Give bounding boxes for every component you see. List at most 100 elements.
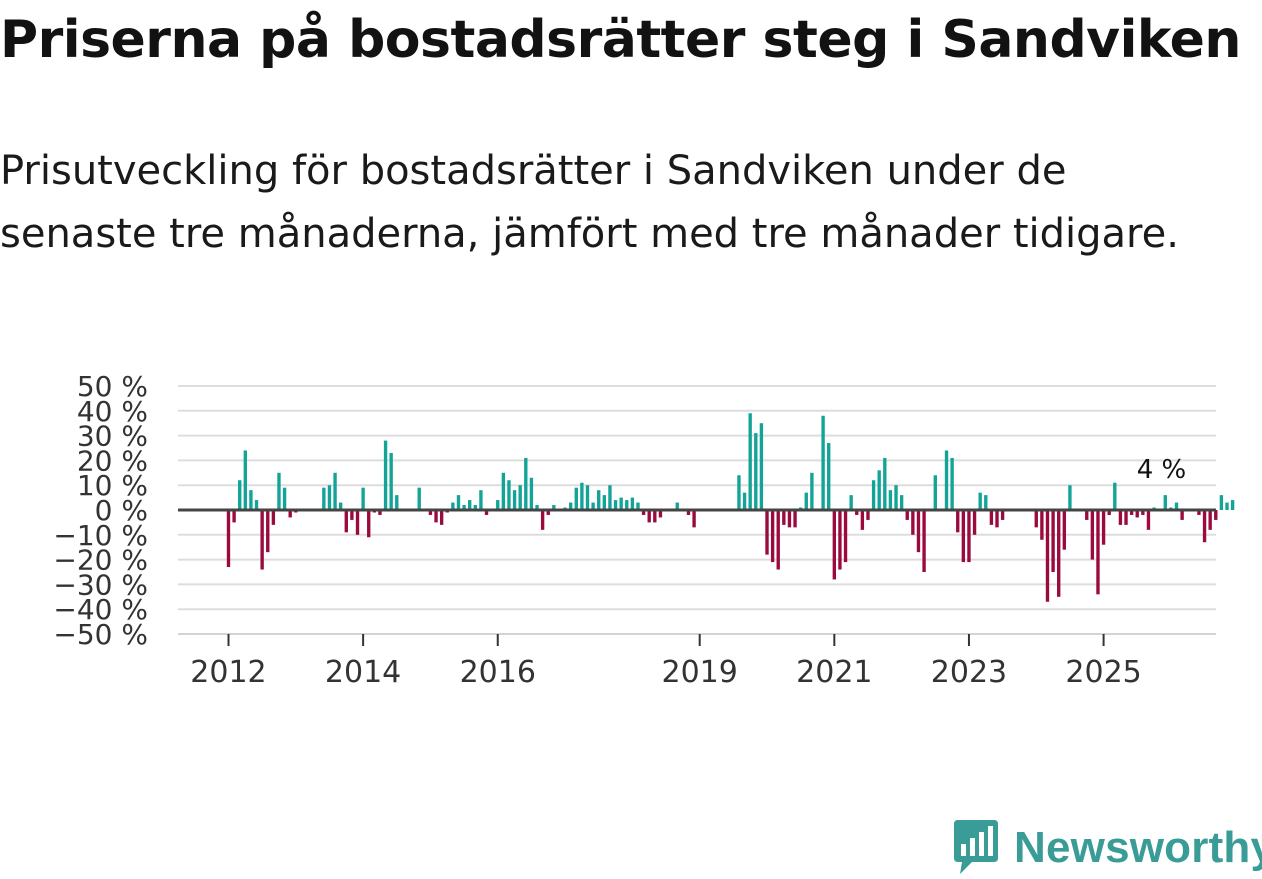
x-tick-label: 2016 <box>460 655 536 690</box>
bar <box>344 510 348 533</box>
bar <box>512 490 517 510</box>
bar <box>333 472 337 510</box>
bar <box>355 510 360 535</box>
bar <box>978 492 982 510</box>
x-tick-label: 2021 <box>796 655 872 690</box>
bar <box>653 510 657 523</box>
y-tick-label: 20 % <box>77 444 148 477</box>
x-tick-label: 2014 <box>325 655 401 690</box>
bar <box>1197 510 1201 515</box>
bar <box>249 490 253 510</box>
bar <box>630 497 635 510</box>
bar <box>574 487 578 510</box>
bar <box>243 450 247 510</box>
bar <box>417 487 421 510</box>
bar-chart: 50 %40 %30 %20 %10 %0 %−10 %−20 %−30 %−4… <box>53 370 1235 690</box>
bar <box>1180 510 1184 520</box>
bar <box>658 510 663 518</box>
bar <box>395 495 399 510</box>
bar <box>254 500 259 510</box>
bar <box>484 510 489 515</box>
bar <box>737 475 741 510</box>
bar <box>810 472 814 510</box>
bar <box>619 497 623 510</box>
bar <box>866 510 870 520</box>
bar <box>462 505 466 510</box>
bar <box>675 502 679 510</box>
bar <box>1129 510 1134 515</box>
x-tick-label: 2012 <box>190 655 266 690</box>
bar <box>1230 500 1235 510</box>
bar <box>479 490 483 510</box>
bar <box>1208 510 1212 530</box>
bar <box>1085 510 1089 520</box>
y-tick-label: 30 % <box>77 420 148 453</box>
bar <box>552 505 556 510</box>
bar <box>1051 510 1055 572</box>
y-tick-label: −10 % <box>53 519 148 552</box>
bar <box>1225 502 1229 510</box>
bar <box>1174 502 1179 510</box>
y-tick-label: 40 % <box>77 395 148 428</box>
x-tick-label: 2023 <box>931 655 1007 690</box>
bar <box>838 510 842 570</box>
bar <box>911 510 915 535</box>
y-tick-label: 10 % <box>77 469 148 502</box>
bar <box>787 510 792 528</box>
bar <box>501 472 506 510</box>
y-tick-label: −50 % <box>53 618 148 651</box>
bar <box>860 510 865 530</box>
bar <box>277 472 281 510</box>
bar <box>1118 510 1123 525</box>
bar <box>350 510 354 520</box>
bar <box>613 500 618 510</box>
bar <box>322 487 326 510</box>
bar <box>905 510 909 520</box>
bar <box>972 510 977 535</box>
brand-name: Newsworthy <box>1014 823 1262 872</box>
bar <box>434 510 438 523</box>
bar <box>271 510 276 525</box>
bar <box>742 492 747 510</box>
bar <box>546 510 550 515</box>
bar <box>995 510 999 528</box>
bar <box>439 510 444 525</box>
bar <box>473 505 477 510</box>
bar <box>1141 510 1145 515</box>
newsworthy-logo: Newsworthy <box>950 818 1262 878</box>
chart-subtitle: Prisutveckling för bostadsrätter i Sandv… <box>0 148 1179 257</box>
bar <box>468 500 472 510</box>
chart-title: Priserna på bostadsrätter steg i Sandvik… <box>0 10 1241 70</box>
bar <box>877 470 881 510</box>
bar <box>361 487 365 510</box>
bar <box>804 492 808 510</box>
bar <box>894 485 898 510</box>
bar <box>1214 510 1218 520</box>
bar <box>338 502 343 510</box>
bar <box>1163 495 1167 510</box>
bar <box>855 510 859 515</box>
bar <box>1000 510 1005 520</box>
y-axis-ticks: 50 %40 %30 %20 %10 %0 %−10 %−20 %−30 %−4… <box>53 370 148 651</box>
bar <box>367 510 371 538</box>
bar <box>989 510 994 525</box>
bar <box>686 510 691 515</box>
bar <box>535 505 539 510</box>
bar <box>832 510 837 580</box>
bar <box>1135 510 1139 518</box>
bar <box>496 500 500 510</box>
annotation-label: 4 % <box>1137 455 1187 485</box>
bar <box>602 495 607 510</box>
bar <box>518 485 522 510</box>
bar <box>692 510 696 528</box>
bar <box>793 510 797 528</box>
bar <box>899 495 904 510</box>
bar <box>389 452 393 510</box>
bars <box>226 413 1235 602</box>
y-tick-label: −20 % <box>53 544 148 577</box>
bar <box>1219 495 1224 510</box>
bar <box>984 495 988 510</box>
bar <box>636 502 640 510</box>
bar <box>1146 510 1151 530</box>
bar <box>883 457 887 510</box>
